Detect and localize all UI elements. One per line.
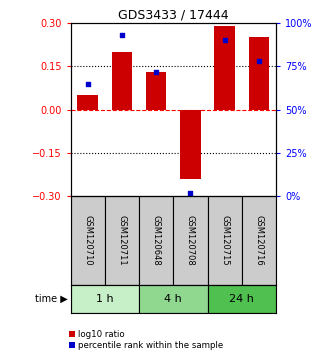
Bar bbox=[242, 196, 276, 285]
Text: 4 h: 4 h bbox=[164, 294, 182, 304]
Title: GDS3433 / 17444: GDS3433 / 17444 bbox=[118, 9, 229, 22]
Bar bbox=[214, 26, 235, 110]
Legend: log10 ratio, percentile rank within the sample: log10 ratio, percentile rank within the … bbox=[68, 330, 223, 350]
Bar bbox=[146, 72, 167, 110]
Bar bbox=[180, 110, 201, 179]
Bar bbox=[105, 196, 139, 285]
Text: GSM120648: GSM120648 bbox=[152, 215, 161, 266]
Bar bbox=[139, 196, 173, 285]
Point bbox=[119, 32, 125, 38]
Text: GSM120710: GSM120710 bbox=[83, 215, 92, 266]
Text: GSM120716: GSM120716 bbox=[255, 215, 264, 266]
Bar bbox=[173, 196, 208, 285]
Point bbox=[188, 190, 193, 196]
Bar bbox=[71, 285, 139, 313]
Bar bbox=[77, 95, 98, 110]
Text: 24 h: 24 h bbox=[230, 294, 254, 304]
Bar bbox=[71, 196, 105, 285]
Text: GSM120711: GSM120711 bbox=[117, 215, 126, 266]
Point bbox=[222, 38, 227, 43]
Bar bbox=[208, 285, 276, 313]
Bar bbox=[139, 285, 208, 313]
Point bbox=[85, 81, 90, 87]
Text: GSM120708: GSM120708 bbox=[186, 215, 195, 266]
Text: 1 h: 1 h bbox=[96, 294, 114, 304]
Text: time ▶: time ▶ bbox=[35, 294, 67, 304]
Text: GSM120715: GSM120715 bbox=[220, 215, 229, 266]
Point bbox=[154, 69, 159, 74]
Point bbox=[256, 58, 262, 64]
Bar bbox=[208, 196, 242, 285]
Bar bbox=[249, 38, 269, 110]
Bar bbox=[112, 52, 132, 110]
